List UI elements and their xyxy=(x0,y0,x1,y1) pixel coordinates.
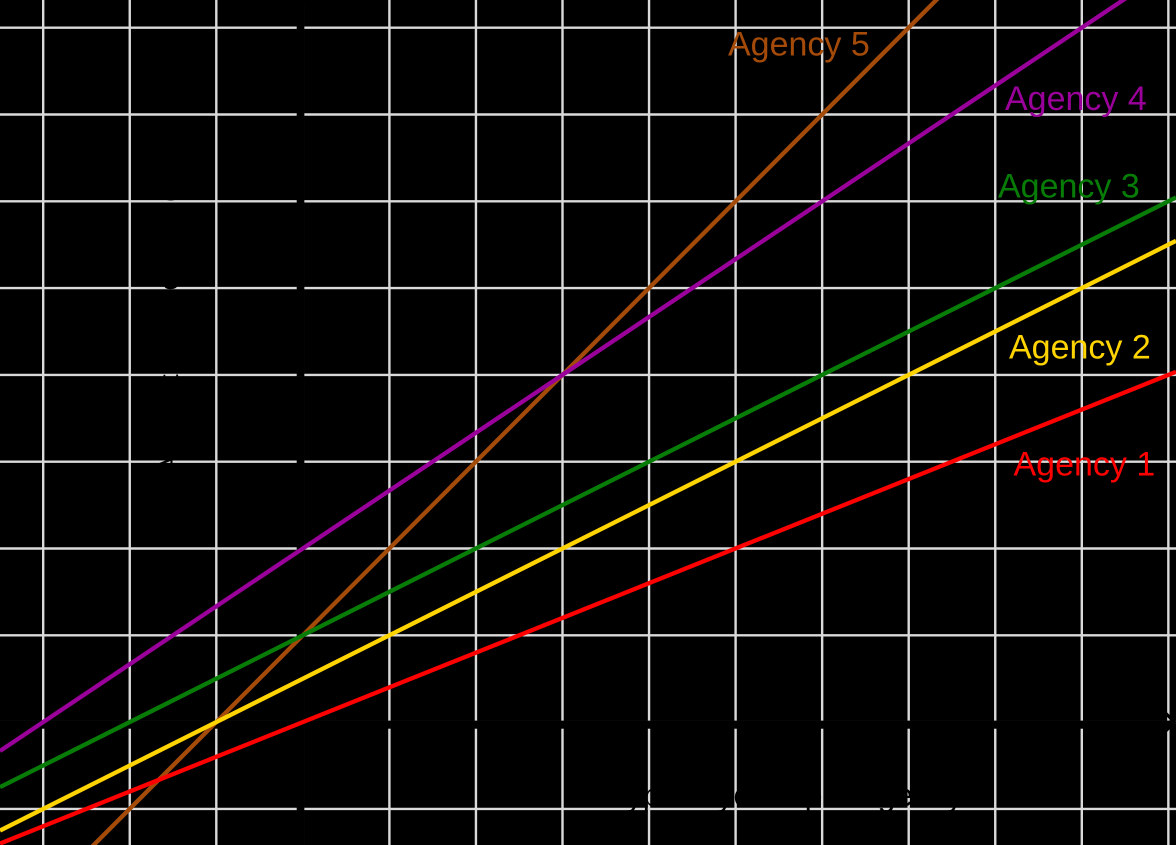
svg-text:10: 10 xyxy=(1137,724,1165,752)
svg-text:3: 3 xyxy=(545,724,559,752)
svg-text:3: 3 xyxy=(282,462,296,490)
svg-text:-1: -1 xyxy=(274,809,296,837)
svg-text:6: 6 xyxy=(804,724,818,752)
svg-text:6: 6 xyxy=(282,201,296,229)
svg-text:7: 7 xyxy=(282,115,296,143)
svg-text:5: 5 xyxy=(282,288,296,316)
svg-text:8: 8 xyxy=(977,724,991,752)
svg-text:Agency 2: Agency 2 xyxy=(1009,329,1151,367)
svg-text:8: 8 xyxy=(282,28,296,56)
svg-text:7: 7 xyxy=(891,724,905,752)
svg-text:2: 2 xyxy=(458,724,472,752)
svg-text:9: 9 xyxy=(1064,724,1078,752)
svg-text:5: 5 xyxy=(718,724,732,752)
svg-text:Agency 3: Agency 3 xyxy=(998,168,1140,206)
svg-text:4: 4 xyxy=(631,724,645,752)
svg-text:Agency 1: Agency 1 xyxy=(1014,445,1156,483)
svg-text:4: 4 xyxy=(282,375,296,403)
svg-text:Agency 4: Agency 4 xyxy=(1005,80,1147,118)
svg-text:Typical years per agency: Typical years per agency xyxy=(609,777,963,813)
svg-text:Applications processed: Applications processed xyxy=(153,186,184,474)
svg-text:Agency 5: Agency 5 xyxy=(728,26,870,64)
svg-text:1: 1 xyxy=(371,724,385,752)
